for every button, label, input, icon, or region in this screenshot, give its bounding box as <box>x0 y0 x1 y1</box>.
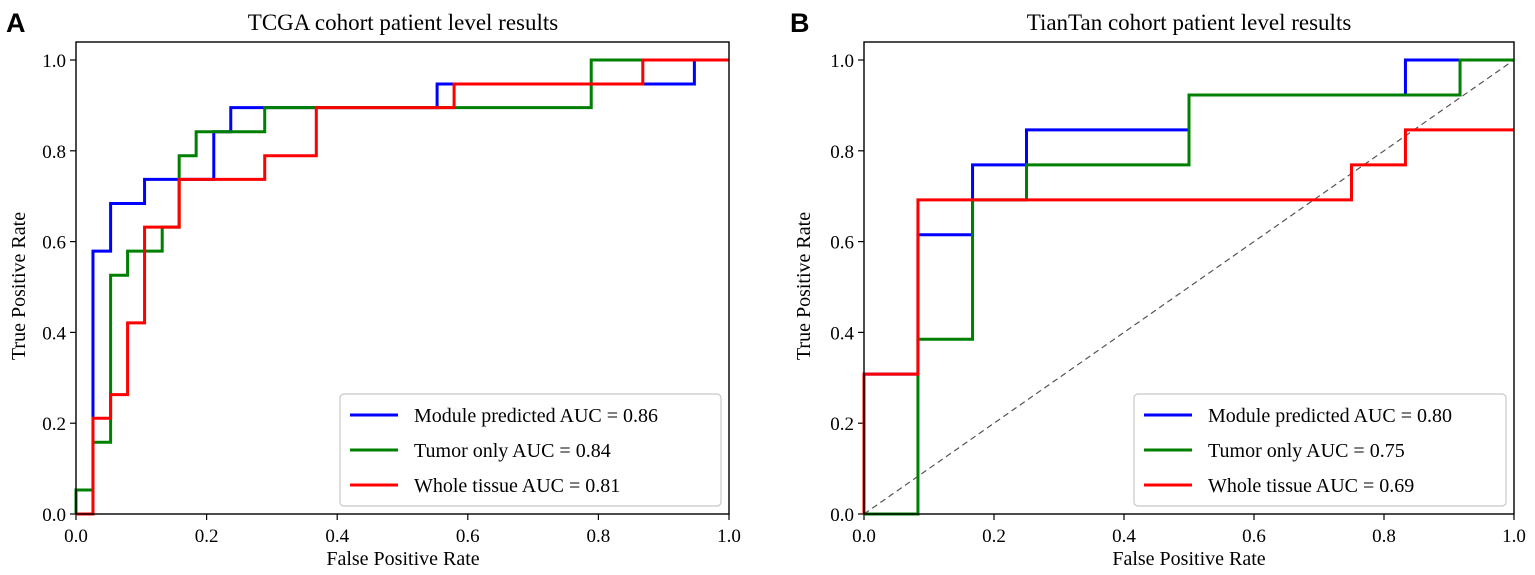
chart-title-a: TCGA cohort patient level results <box>248 10 558 35</box>
roc-curve-a-3 <box>76 58 729 516</box>
y-tick-label: 1.0 <box>830 51 854 72</box>
y-tick-label: 0.6 <box>830 233 854 254</box>
chart-title-b: TianTan cohort patient level results <box>1027 10 1352 35</box>
x-tick-label: 0.8 <box>1372 526 1396 547</box>
x-tick-label: 1.0 <box>717 526 741 547</box>
x-tick-label: 0.2 <box>982 526 1006 547</box>
y-tick-label: 0.0 <box>830 505 854 526</box>
y-tick-label: 0.8 <box>830 142 854 163</box>
y-axis-label-b: True Positive Rate <box>793 212 815 360</box>
plot-frame <box>863 41 1515 515</box>
x-tick-label: 0.2 <box>195 526 219 547</box>
legend-label: Tumor only AUC = 0.84 <box>414 440 611 462</box>
panel-letter-a: A <box>6 8 26 38</box>
y-tick-label: 0.8 <box>42 142 66 163</box>
x-axis-label-b: False Positive Rate <box>1112 548 1265 570</box>
roc-curve-b-3 <box>862 128 1514 514</box>
legend-label: Module predicted AUC = 0.80 <box>1208 405 1452 427</box>
plot-area-a: 0.0 0.2 0.4 0.6 0.8 1.0 0.0 0.2 0.4 0.6 0.8 1.0 Modu… <box>42 41 741 547</box>
x-tick-label: 0.0 <box>64 526 88 547</box>
x-tick-label: 0.6 <box>1242 526 1266 547</box>
legend-label: Whole tissue AUC = 0.69 <box>1208 475 1414 497</box>
y-tick-label: 0.4 <box>42 323 66 344</box>
x-tick-label: 0.0 <box>852 526 876 547</box>
y-tick-label: 0.4 <box>830 323 854 344</box>
legend-label: Module predicted AUC = 0.86 <box>414 405 658 427</box>
legend-label: Tumor only AUC = 0.75 <box>1208 440 1405 462</box>
y-tick-label: 0.2 <box>42 414 66 435</box>
y-axis-label-a: True Positive Rate <box>8 212 30 360</box>
panel-a: A TCGA cohort patient level results Fals… <box>6 8 741 570</box>
y-tick-label: 0.0 <box>42 505 66 526</box>
y-tick-label: 1.0 <box>42 51 66 72</box>
x-tick-label: 0.8 <box>587 526 611 547</box>
y-tick-label: 0.2 <box>830 414 854 435</box>
legend-label: Whole tissue AUC = 0.81 <box>414 475 620 497</box>
legend-box <box>1133 393 1507 507</box>
x-axis-label-a: False Positive Rate <box>326 548 479 570</box>
x-tick-label: 0.4 <box>1112 526 1136 547</box>
panel-b: B TianTan cohort patient level results F… <box>790 8 1526 570</box>
x-tick-label: 0.6 <box>456 526 480 547</box>
x-tick-label: 1.0 <box>1502 526 1526 547</box>
plot-frame <box>75 41 730 515</box>
plot-area-b: 0.0 0.2 0.4 0.6 0.8 1.0 0.0 0.2 0.4 0.6 0.8 1.0 Modu… <box>830 41 1526 547</box>
x-tick-label: 0.4 <box>325 526 349 547</box>
panel-letter-b: B <box>790 8 810 38</box>
y-tick-label: 0.6 <box>42 233 66 254</box>
legend-box <box>339 393 722 507</box>
